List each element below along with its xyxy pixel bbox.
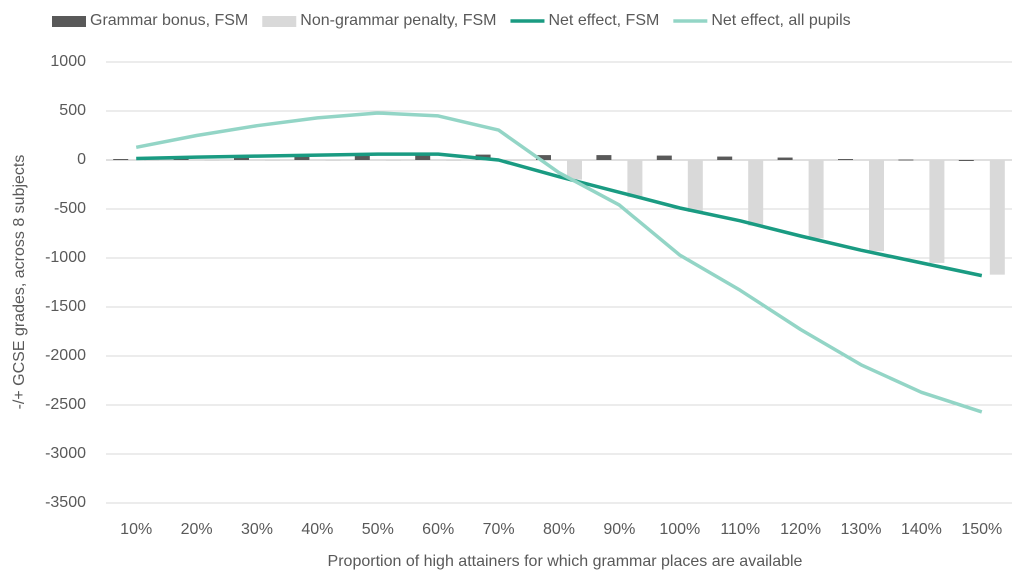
bar [687,160,703,212]
bar [265,160,280,161]
bar [325,160,341,161]
x-tick-label: 150% [961,521,1002,538]
x-tick-label: 70% [483,521,515,538]
bar [929,160,945,263]
bar [536,155,551,160]
x-tick-label: 20% [181,521,213,538]
legend-swatch [262,16,297,27]
bar [446,160,462,161]
y-axis-label: -/+ GCSE grades, across 8 subjects [11,155,28,410]
x-tick-label: 50% [362,521,394,538]
bar [415,154,431,160]
bar [113,159,129,161]
legend-swatch [52,16,86,27]
bar [808,160,824,239]
bar [204,160,220,161]
bar [354,155,370,160]
bar [717,156,733,160]
x-axis-label: Proportion of high attainers for which g… [328,553,803,570]
x-tick-label: 10% [120,521,152,538]
bar [989,160,1005,275]
x-tick-label: 140% [901,521,942,538]
bar [869,160,884,252]
y-tick-label: 0 [77,151,86,168]
legend-label: Net effect, all pupils [711,12,850,29]
bar [506,160,522,161]
bar [294,156,310,160]
bar [656,155,672,160]
x-tick-label: 100% [659,521,700,538]
y-tick-label: -3000 [45,445,86,462]
y-tick-label: -2500 [45,396,86,413]
x-tick-label: 80% [543,521,575,538]
line [136,152,983,278]
y-tick-label: -500 [54,200,86,217]
bar [234,157,249,160]
x-tick-label: 120% [780,521,821,538]
bar [838,159,853,161]
y-tick-label: -1500 [45,298,86,315]
bar [385,160,401,161]
y-tick-label: 500 [59,102,86,119]
bar [567,160,582,180]
bar [596,155,612,160]
y-tick-label: 1000 [50,53,86,70]
x-tick-label: 60% [422,521,454,538]
x-tick-label: 30% [241,521,273,538]
x-tick-label: 40% [301,521,333,538]
legend-label: Grammar bonus, FSM [90,12,248,29]
legend-label: Net effect, FSM [548,12,659,29]
bar [748,160,764,226]
bar [958,160,974,161]
bar [898,159,914,161]
bar [777,157,793,160]
line [135,111,983,414]
x-tick-label: 130% [841,521,882,538]
y-tick-label: -2000 [45,347,86,364]
bar [627,160,643,198]
x-tick-label: 110% [720,521,760,538]
legend-label: Non-grammar penalty, FSM [300,12,496,29]
bar [144,160,160,161]
y-tick-label: -3500 [45,494,86,511]
y-tick-label: -1000 [45,249,86,266]
x-tick-label: 90% [603,521,635,538]
